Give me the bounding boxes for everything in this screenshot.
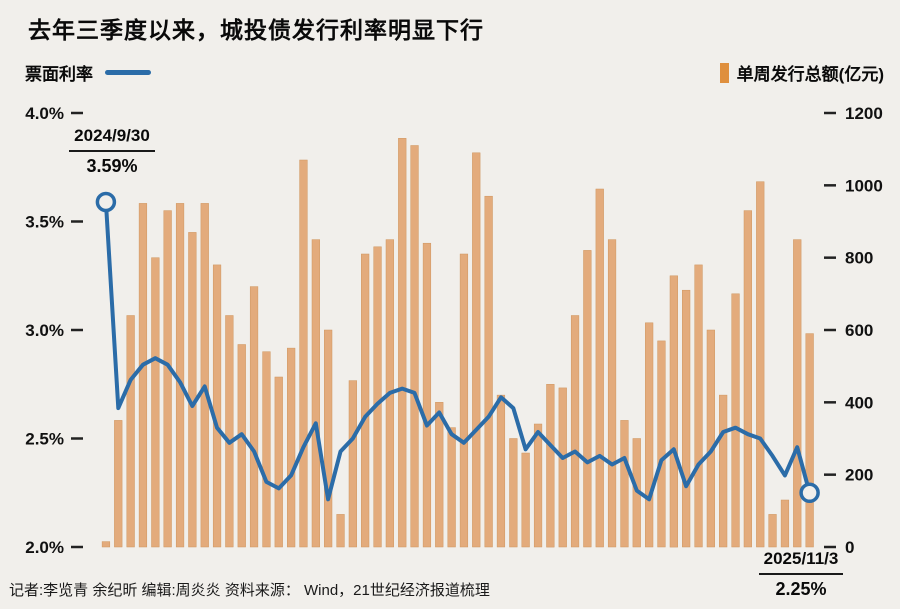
bar-legend-swatch — [719, 62, 729, 83]
issuance-bar — [422, 242, 432, 548]
issuance-bar — [212, 264, 222, 548]
combo-chart: 4.0% 3.5% 3.0% 2.5% 2.0% 1200 1000 800 600 400 200… — [25, 104, 883, 557]
issuance-bar — [496, 394, 506, 548]
issuance-bar — [311, 239, 320, 548]
source-note: 记者:李览青 余纪昕 编辑:周炎炎 资料来源： Wind，21世纪经济报道梳理 — [9, 582, 490, 599]
endpoint-marker — [799, 482, 820, 504]
right-axis-label: 600 — [845, 321, 873, 340]
issuance-bar — [237, 344, 246, 548]
end-annotation: 2025/11/3 2.25% — [740, 549, 862, 600]
issuance-bar — [126, 315, 135, 548]
issuance-bar — [287, 347, 296, 548]
page-title: 去年三季度以来，城投债发行利率明显下行 — [28, 17, 484, 43]
issuance-bar — [607, 239, 617, 548]
right-axis-label: 400 — [845, 393, 873, 412]
issuance-bar — [262, 351, 271, 548]
left-axis-label: 2.0% — [25, 538, 64, 557]
issuance-bar — [151, 257, 160, 548]
issuance-bar — [138, 203, 148, 548]
issuance-bar — [249, 286, 259, 548]
issuance-bar — [274, 376, 283, 548]
issuance-bar — [200, 203, 209, 548]
issuance-bar — [163, 210, 172, 548]
right-axis-label: 1000 — [845, 176, 883, 195]
issuance-bar — [657, 340, 666, 548]
issuance-bar — [299, 159, 308, 548]
issuance-bar — [682, 289, 691, 548]
issuance-bar — [509, 438, 518, 548]
issuance-bar — [225, 315, 234, 548]
left-axis-label: 2.5% — [25, 430, 64, 449]
right-axis-label: 0 — [845, 538, 854, 557]
issuance-bar — [114, 420, 123, 548]
issuance-bar — [324, 329, 333, 548]
issuance-bar — [373, 246, 382, 548]
issuance-bar — [768, 514, 777, 548]
issuance-bar — [435, 402, 444, 548]
issuance-bar — [620, 420, 629, 548]
issuance-bar — [472, 152, 481, 548]
issuance-bar — [459, 253, 469, 548]
issuance-bar — [533, 423, 543, 548]
issuance-bar — [583, 250, 592, 548]
start-annotation-value: 3.59% — [86, 156, 138, 176]
issuance-bar — [694, 264, 703, 548]
legend-coupon-rate-label: 票面利率 — [25, 65, 93, 84]
issuance-bar — [731, 293, 740, 548]
issuance-bar — [595, 188, 604, 548]
issuance-bar — [570, 315, 580, 548]
issuance-bar — [719, 394, 728, 548]
issuance-bar — [348, 380, 357, 548]
issuance-bar — [756, 181, 765, 548]
issuance-bar — [484, 195, 493, 548]
issuance-bar — [743, 210, 752, 548]
issuance-bar — [101, 541, 111, 548]
right-axis-label: 800 — [845, 249, 873, 268]
issuance-bar — [558, 387, 567, 548]
right-axis-label: 1200 — [845, 104, 883, 123]
issuance-bar — [793, 239, 802, 548]
end-annotation-value: 2.25% — [775, 579, 827, 599]
issuance-bar — [188, 232, 197, 548]
legend-coupon-rate: 票面利率 — [25, 60, 151, 85]
start-annotation: 2024/9/30 3.59% — [50, 126, 174, 177]
legend-issuance: 单周发行总额(亿元) — [719, 60, 884, 85]
issuance-bar — [398, 138, 407, 548]
left-axis-label: 3.5% — [25, 213, 64, 232]
issuance-bar — [336, 514, 345, 548]
endpoint-marker — [95, 191, 117, 213]
left-axis-label: 4.0% — [25, 104, 64, 123]
issuance-bar — [669, 275, 678, 548]
issuance-bar — [410, 145, 419, 548]
line-legend-swatch — [105, 70, 151, 75]
end-annotation-date: 2025/11/3 — [758, 549, 844, 575]
legend-issuance-label: 单周发行总额(亿元) — [736, 65, 884, 84]
issuance-bar — [706, 329, 715, 548]
coupon-rate-line — [103, 200, 812, 502]
issuance-bar — [521, 452, 530, 548]
right-axis-label: 200 — [845, 466, 873, 485]
issuance-bar — [361, 253, 370, 548]
issuance-bar — [780, 499, 790, 548]
issuance-bar — [447, 427, 456, 548]
issuance-bar — [805, 333, 814, 548]
start-annotation-date: 2024/9/30 — [69, 126, 155, 152]
issuance-bar — [546, 384, 555, 548]
issuance-bar — [645, 322, 654, 548]
left-axis-label: 3.0% — [25, 321, 64, 340]
